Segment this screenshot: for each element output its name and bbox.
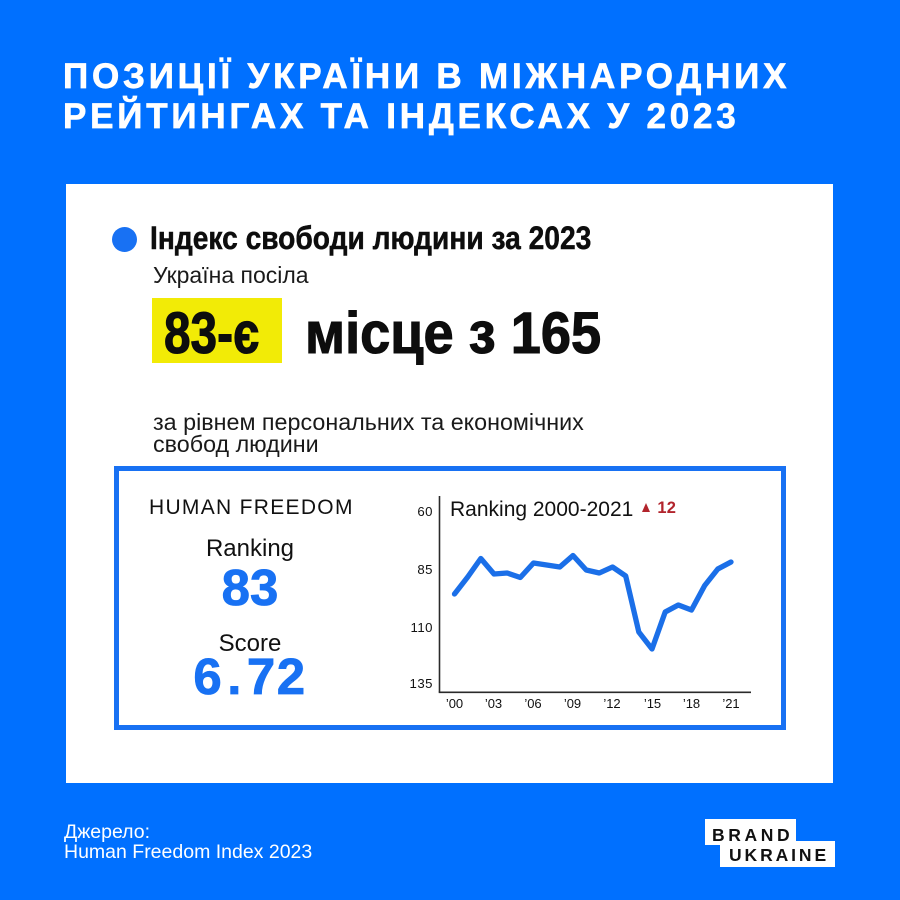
svg-text:’12: ’12 xyxy=(603,696,620,711)
svg-text:110: 110 xyxy=(410,620,433,635)
svg-text:’21: ’21 xyxy=(722,696,739,711)
svg-text:’18: ’18 xyxy=(683,696,700,711)
svg-text:85: 85 xyxy=(417,562,433,577)
svg-text:60: 60 xyxy=(417,504,433,519)
svg-text:’06: ’06 xyxy=(524,696,541,711)
svg-text:135: 135 xyxy=(409,676,433,691)
svg-text:’15: ’15 xyxy=(644,696,661,711)
svg-text:’03: ’03 xyxy=(485,696,502,711)
svg-text:’00: ’00 xyxy=(446,696,463,711)
svg-text:’09: ’09 xyxy=(564,696,581,711)
